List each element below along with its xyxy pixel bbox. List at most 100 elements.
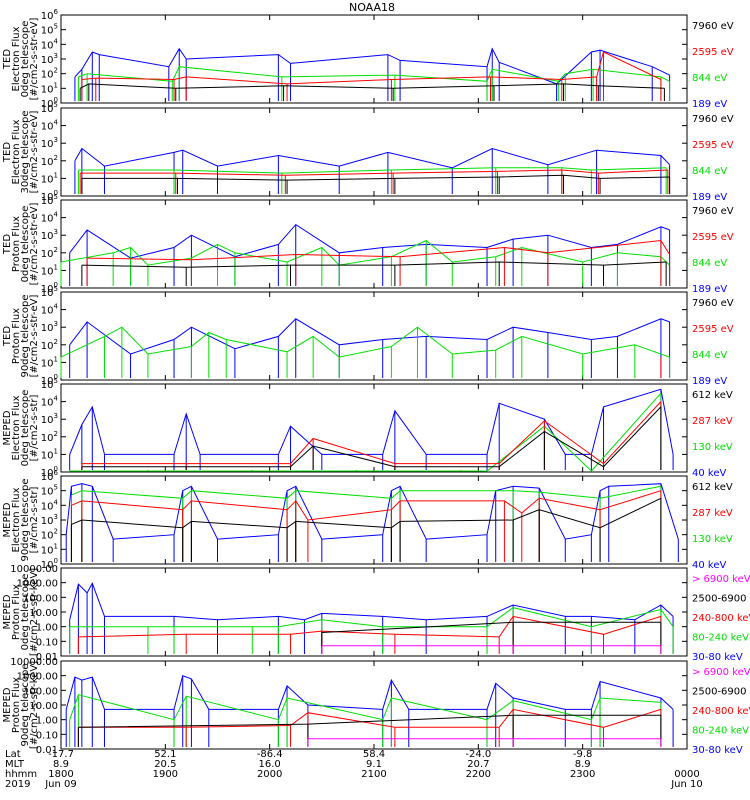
y-tick-label: 0.01 (36, 745, 58, 756)
y-axis-label: MEPEDProton Flux90deg telescope[#/cm2-s-… (2, 661, 40, 749)
legend-entry: 7960 eV (692, 206, 734, 217)
legend-entry: > 6900 keV (692, 574, 750, 585)
series-trace (71, 485, 661, 499)
y-tick-label: 0.10 (36, 637, 58, 648)
y-tick-label: 105 (41, 23, 58, 37)
series-trace (74, 47, 670, 85)
y-tick-label: 100 (41, 373, 58, 387)
y-axis-label: TEDElectron Flux30deg telescope[#/cm2-s-… (2, 110, 40, 193)
legend-entry: 2595 eV (692, 232, 734, 243)
y-tick-label: 101 (41, 447, 58, 461)
y-axis-label: MEPEDElectron Flux90deg telescope[#/cm2-… (2, 478, 40, 561)
y-tick-label: 100 (41, 557, 58, 571)
y-tick-label: 10.00 (29, 608, 58, 619)
series-7960-ev (81, 174, 671, 194)
y-tick-label: 102 (41, 528, 58, 542)
y-axis-label: TEDProton Flux90deg telescope[#/cm2-s-st… (2, 294, 40, 377)
y-tick-label: 105 (41, 285, 58, 299)
bottom-orbit-axis: Lat -17.7 52.1 -86.4 58.4 -24.0 -9.8 MLT 8.9 20.5… (5, 749, 703, 790)
y-tick-label: 104 (41, 395, 59, 409)
axis-value: Jun 10 (670, 779, 703, 790)
y-tick-label: 101 (41, 263, 58, 277)
series-trace (81, 261, 667, 268)
series-trace (69, 223, 670, 259)
y-axis-label: MEPEDProton Flux0deg telescope[#/cm2-s-s… (2, 568, 40, 656)
series-844-ev (60, 326, 671, 378)
y-tick-label: 106 (41, 8, 59, 22)
axis-row-label: hhmm (5, 769, 37, 780)
y-tick-label: 104 (41, 119, 59, 133)
y-tick-label: 100 (41, 281, 58, 295)
legend-entry: 612 keV (692, 482, 733, 493)
legend-entry: 2595 eV (692, 140, 734, 151)
axis-value: 58.4 (363, 749, 385, 760)
legend-entry: 2595 eV (692, 324, 734, 335)
legend-entry: 240-800 keV (692, 706, 750, 717)
legend-entry: 189 eV (692, 376, 727, 387)
legend-entry: 7960 eV (692, 298, 734, 309)
axis-value: 20.5 (154, 759, 176, 770)
y-tick-label: 103 (41, 513, 58, 527)
y-tick-label: 103 (41, 412, 58, 426)
y-tick-label: 103 (41, 320, 58, 334)
series-7960-ev (81, 261, 667, 286)
series-trace (69, 392, 662, 472)
legend-entry: 30-80 keV (692, 745, 743, 756)
series-trace (65, 483, 679, 540)
legend-entry: 287 keV (692, 508, 733, 519)
series-trace (81, 401, 662, 465)
legend-entry: 7960 eV (692, 114, 734, 125)
legend-entry: 844 eV (692, 73, 727, 84)
y-tick-label: 104 (41, 37, 59, 51)
y-tick-label: 100 (41, 465, 58, 479)
y-tick-label: 104 (41, 211, 59, 225)
series-2595-ev (81, 51, 662, 101)
legend-entry: 189 eV (692, 99, 727, 110)
series-trace (69, 694, 661, 721)
legend-entry: 30-80 keV (692, 652, 743, 663)
axis-value: 16.0 (259, 759, 281, 770)
y-tick-label: 102 (41, 430, 58, 444)
y-tick-label: 100 (41, 96, 58, 110)
series--6900-kev (307, 738, 662, 747)
series-189-ev (69, 318, 671, 378)
axis-value: 20.7 (467, 759, 489, 770)
y-tick-label: 10000.00 (10, 564, 58, 575)
legend-entry: 2595 eV (692, 47, 734, 58)
y-tick-label: 102 (41, 338, 58, 352)
y-tick-label: 105 (41, 484, 58, 498)
y-tick-label: 101 (41, 171, 58, 185)
series-trace (79, 83, 665, 89)
y-tick-label: 102 (41, 67, 58, 81)
y-tick-label: 1.00 (36, 716, 58, 727)
y-tick-label: 1000.00 (17, 672, 58, 683)
legend-entry: 189 eV (692, 284, 727, 295)
legend-entry: 80-240 keV (692, 726, 749, 737)
series-trace (78, 167, 667, 174)
axis-value: 2200 (466, 769, 491, 780)
y-tick-label: 100 (41, 189, 58, 203)
series-trace (87, 239, 671, 261)
series-80-240-kev (69, 607, 674, 654)
axis-value: Jun 09 (44, 779, 77, 790)
series-trace (71, 497, 662, 529)
series-2595-ev (86, 239, 671, 286)
series-trace (69, 582, 674, 621)
y-tick-label: 104 (41, 498, 59, 512)
series-trace (71, 490, 662, 521)
y-tick-label: 101 (41, 542, 58, 556)
series-trace (78, 615, 662, 638)
axis-value: 2300 (570, 769, 595, 780)
legend-entry: 189 eV (692, 192, 727, 203)
y-tick-label: 101 (41, 355, 58, 369)
y-tick-label: 0.01 (36, 652, 58, 663)
axis-value: 1800 (48, 769, 73, 780)
series-trace (60, 326, 670, 358)
